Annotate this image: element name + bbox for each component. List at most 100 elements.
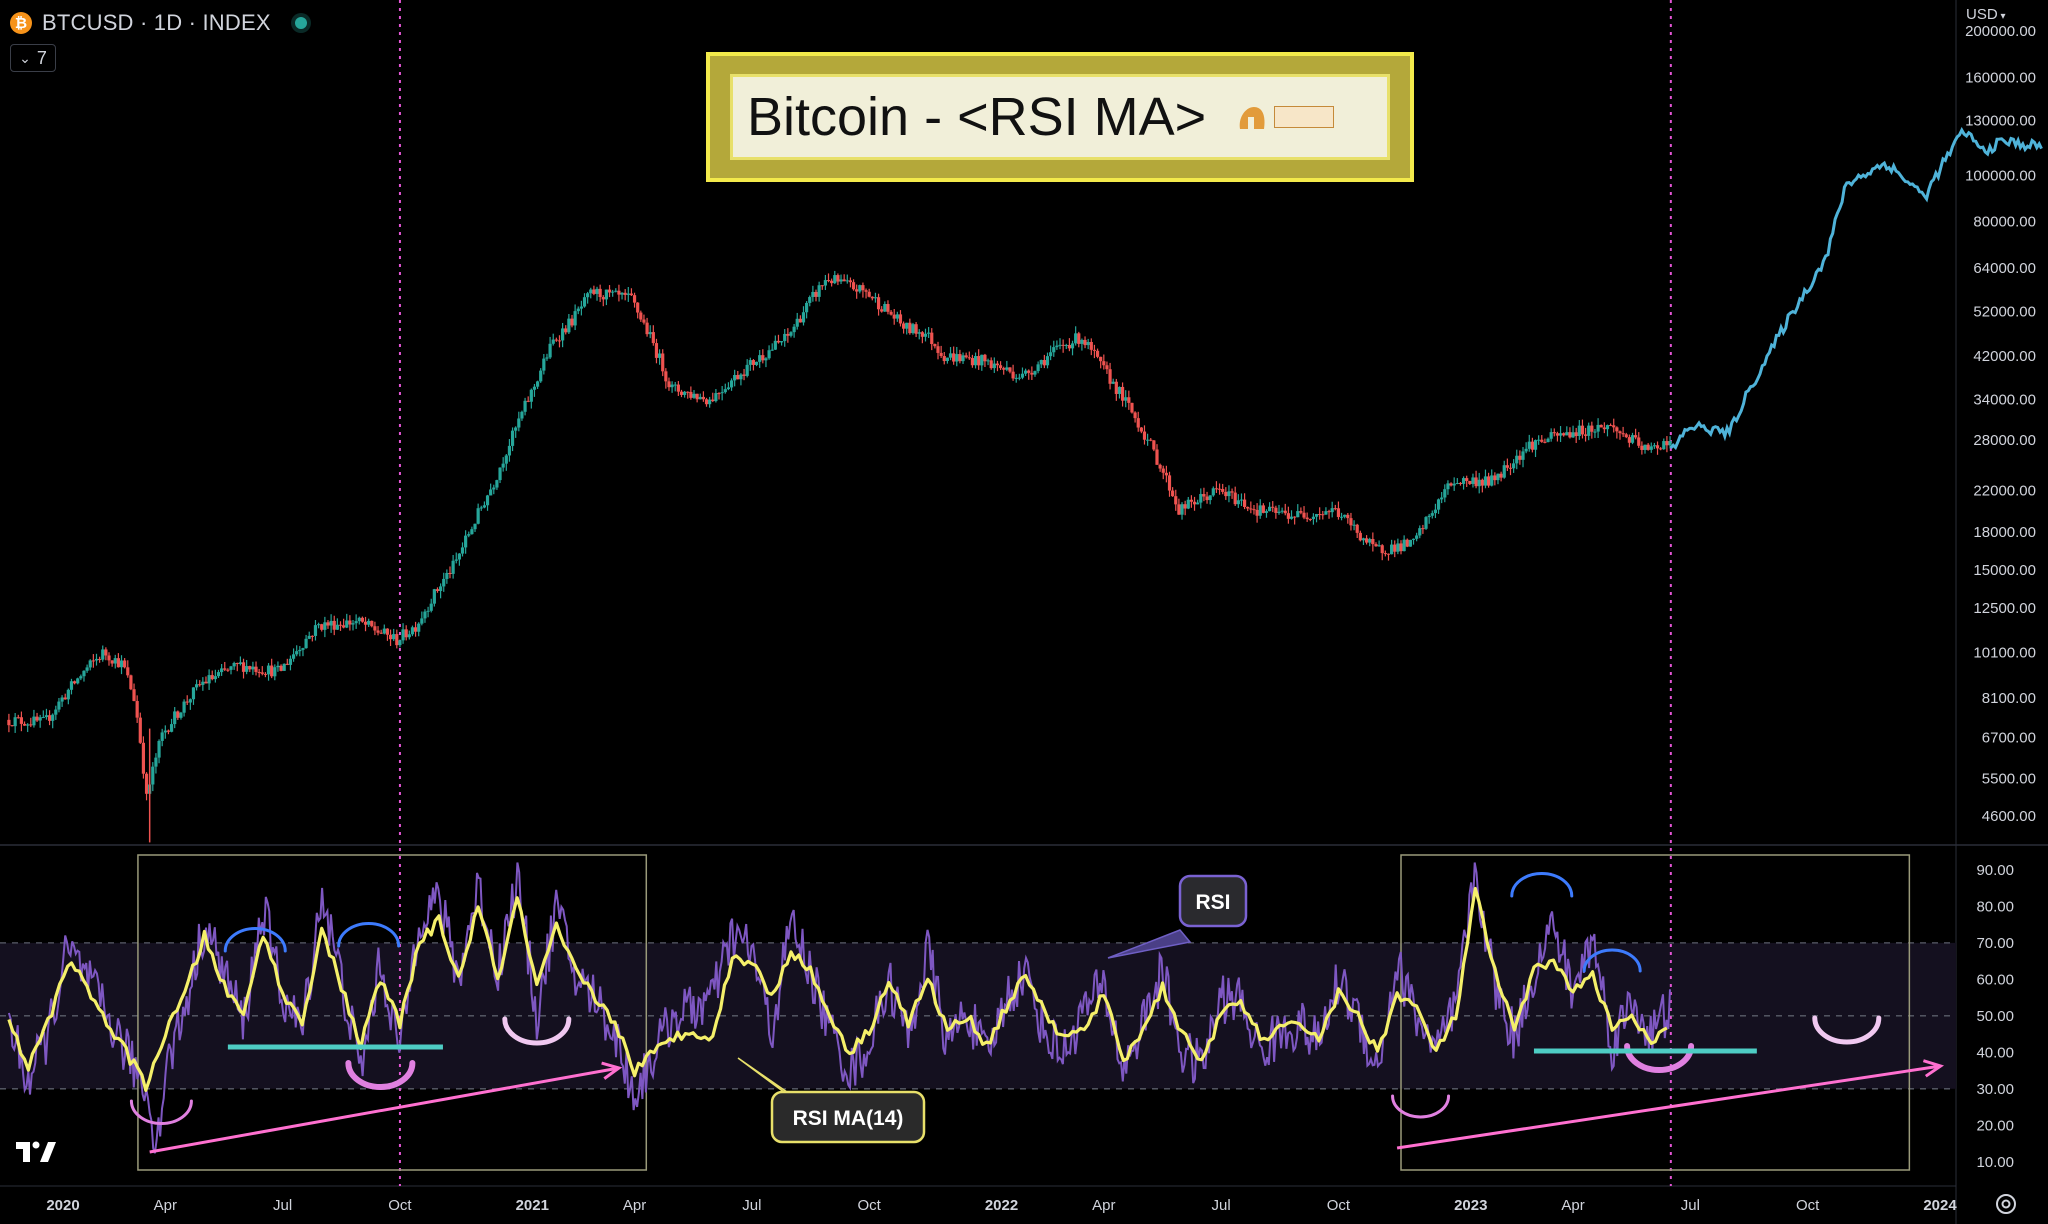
- price-candle-body: [1074, 333, 1078, 344]
- price-candle-body: [132, 689, 136, 702]
- price-tick-label: 6700.00: [1982, 730, 2036, 747]
- price-candle-body: [989, 360, 993, 369]
- price-candle-body: [683, 391, 687, 395]
- price-candle-body: [7, 719, 11, 726]
- price-candle-body: [1286, 513, 1290, 519]
- price-candle-body: [485, 495, 490, 506]
- price-candle-body: [1305, 517, 1309, 519]
- rsi-line: [7, 862, 1671, 1154]
- price-candle-body: [1515, 455, 1519, 464]
- price-candle-body: [141, 742, 146, 774]
- price-candle-body: [1192, 501, 1197, 505]
- price-candle-body: [1174, 496, 1178, 505]
- price-tick-label: 5500.00: [1982, 771, 2036, 788]
- price-candle-body: [1033, 371, 1037, 375]
- price-candle-body: [883, 304, 887, 312]
- price-candle-body: [629, 293, 634, 296]
- price-candle-body: [285, 663, 289, 665]
- price-candle-body: [664, 371, 668, 382]
- price-candle-body: [1161, 468, 1165, 473]
- price-candle-body: [123, 660, 127, 668]
- price-candle-body: [927, 332, 931, 334]
- price-candle-body: [144, 773, 149, 794]
- price-candle-body: [1027, 370, 1031, 373]
- price-candle-body: [980, 354, 984, 366]
- price-candle-body: [855, 289, 859, 292]
- price-candle-body: [1008, 367, 1012, 372]
- price-tick-label: 100000.00: [1965, 167, 2036, 184]
- price-candle-body: [632, 295, 637, 303]
- price-candle-body: [642, 319, 646, 323]
- price-tick-label: 18000.00: [1973, 524, 2036, 541]
- currency-selector[interactable]: USD ▾: [1966, 6, 2005, 23]
- price-candle-body: [1261, 505, 1265, 513]
- price-candle-body: [1289, 516, 1294, 519]
- price-candle-body: [617, 290, 621, 295]
- price-candle-body: [1415, 535, 1419, 539]
- price-candle-body: [88, 660, 92, 668]
- price-candle-body: [226, 669, 230, 671]
- price-candle-body: [363, 621, 368, 625]
- price-tick-label: 42000.00: [1973, 348, 2036, 365]
- price-candle-body: [570, 318, 574, 326]
- price-candle-body: [842, 279, 846, 282]
- price-candle-body: [1189, 499, 1194, 502]
- price-candle-body: [98, 658, 102, 660]
- price-candle-body: [201, 681, 205, 685]
- price-candle-body: [839, 279, 843, 282]
- title-banner: Bitcoin - <RSI MA>: [706, 52, 1414, 182]
- price-candle-body: [911, 324, 915, 334]
- price-candle-body: [1590, 425, 1594, 432]
- price-candle-body: [473, 523, 477, 530]
- price-candle-body: [1486, 476, 1491, 486]
- price-candle-body: [1183, 504, 1187, 509]
- price-candle-body: [1330, 508, 1334, 513]
- price-candle-body: [429, 603, 433, 611]
- time-tick-label: 2024: [1923, 1197, 1957, 1214]
- price-candle-body: [948, 353, 953, 358]
- price-candle-body: [76, 678, 80, 684]
- price-candle-body: [257, 671, 261, 673]
- price-candle-body: [867, 291, 871, 297]
- price-candle-body: [623, 292, 627, 295]
- rsi-tick-label: 20.00: [1976, 1117, 2014, 1134]
- price-candle-body: [1527, 441, 1531, 449]
- top-arc-annotation: [223, 927, 287, 953]
- price-candle-body: [1333, 508, 1337, 510]
- price-candle-body: [423, 611, 427, 619]
- price-candle-body: [185, 701, 189, 703]
- time-tick-label: Apr: [623, 1197, 646, 1214]
- price-candle-body: [961, 355, 965, 362]
- price-candle-body: [548, 343, 552, 358]
- time-tick-label: Oct: [858, 1197, 882, 1214]
- indicators-toggle-button[interactable]: ⌄ 7: [10, 44, 56, 72]
- price-candle-body: [917, 332, 921, 334]
- price-candle-body: [51, 714, 55, 721]
- price-candle-body: [861, 285, 865, 291]
- price-candle-body: [248, 666, 252, 670]
- price-candle-body: [220, 668, 224, 673]
- price-candle-body: [1049, 352, 1053, 357]
- price-candle-body: [789, 332, 793, 336]
- price-candle-body: [1596, 424, 1600, 432]
- price-candle-body: [1180, 504, 1184, 515]
- price-candle-body: [1277, 511, 1281, 513]
- price-candle-body: [833, 275, 837, 284]
- settings-gear-icon[interactable]: [1996, 1194, 2016, 1214]
- helmet-logo-icon: [1239, 107, 1265, 129]
- price-candle-body: [1361, 538, 1366, 541]
- price-candle-body: [1393, 544, 1397, 552]
- price-candle-body: [880, 309, 884, 312]
- price-candle-body: [1030, 372, 1034, 375]
- price-candle-body: [263, 673, 268, 675]
- price-candle-body: [801, 312, 806, 323]
- price-candle-body: [836, 275, 840, 282]
- price-candle-body: [767, 350, 771, 359]
- rsi-callout: [1178, 874, 1248, 928]
- symbol-label: BTCUSD · 1D · INDEX: [42, 10, 271, 35]
- price-candle-body: [1120, 386, 1125, 401]
- symbol-header[interactable]: ₿ BTCUSD · 1D · INDEX: [10, 8, 307, 38]
- price-candle-body: [1421, 528, 1425, 530]
- price-candle-body: [169, 724, 174, 732]
